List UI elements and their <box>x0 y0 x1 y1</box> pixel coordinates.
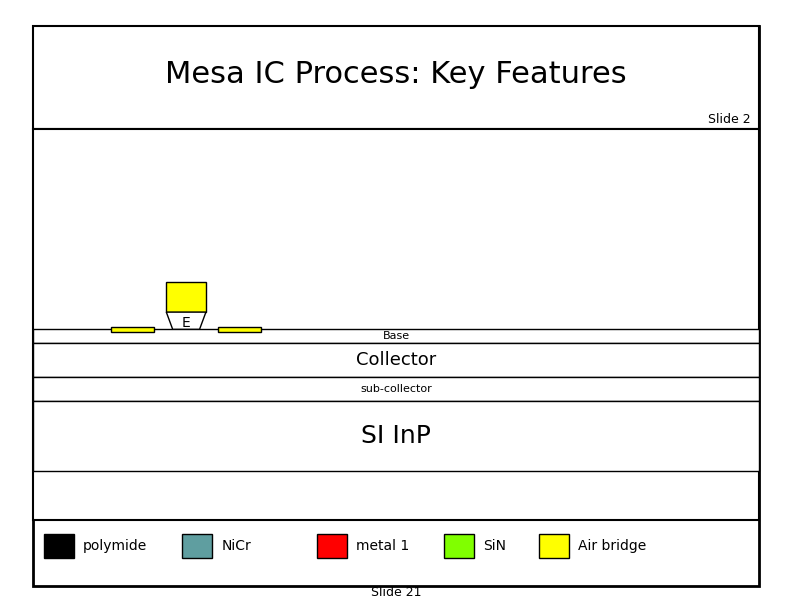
Text: Collector: Collector <box>356 351 436 369</box>
Bar <box>317 534 347 558</box>
Text: E: E <box>181 316 191 330</box>
Text: NiCr: NiCr <box>222 539 252 553</box>
Text: Slide 2: Slide 2 <box>708 113 751 126</box>
Bar <box>33 129 759 520</box>
Bar <box>111 327 154 332</box>
Bar <box>44 534 74 558</box>
Text: metal 1: metal 1 <box>356 539 409 553</box>
Bar <box>539 534 569 558</box>
Bar <box>33 26 759 129</box>
Bar <box>182 534 212 558</box>
Bar <box>33 329 759 343</box>
Text: Slide 21: Slide 21 <box>371 586 421 599</box>
Text: polymide: polymide <box>83 539 147 553</box>
Text: sub-collector: sub-collector <box>360 384 432 394</box>
Text: SI InP: SI InP <box>361 424 431 449</box>
Text: Mesa IC Process: Key Features: Mesa IC Process: Key Features <box>166 60 626 89</box>
Bar <box>33 401 759 471</box>
Bar <box>218 327 261 332</box>
Text: SiN: SiN <box>483 539 506 553</box>
Bar <box>166 282 206 312</box>
Bar <box>33 343 759 377</box>
Text: Base: Base <box>383 331 409 341</box>
Bar <box>444 534 474 558</box>
Polygon shape <box>166 312 206 329</box>
Text: Air bridge: Air bridge <box>578 539 646 553</box>
Bar <box>33 377 759 401</box>
